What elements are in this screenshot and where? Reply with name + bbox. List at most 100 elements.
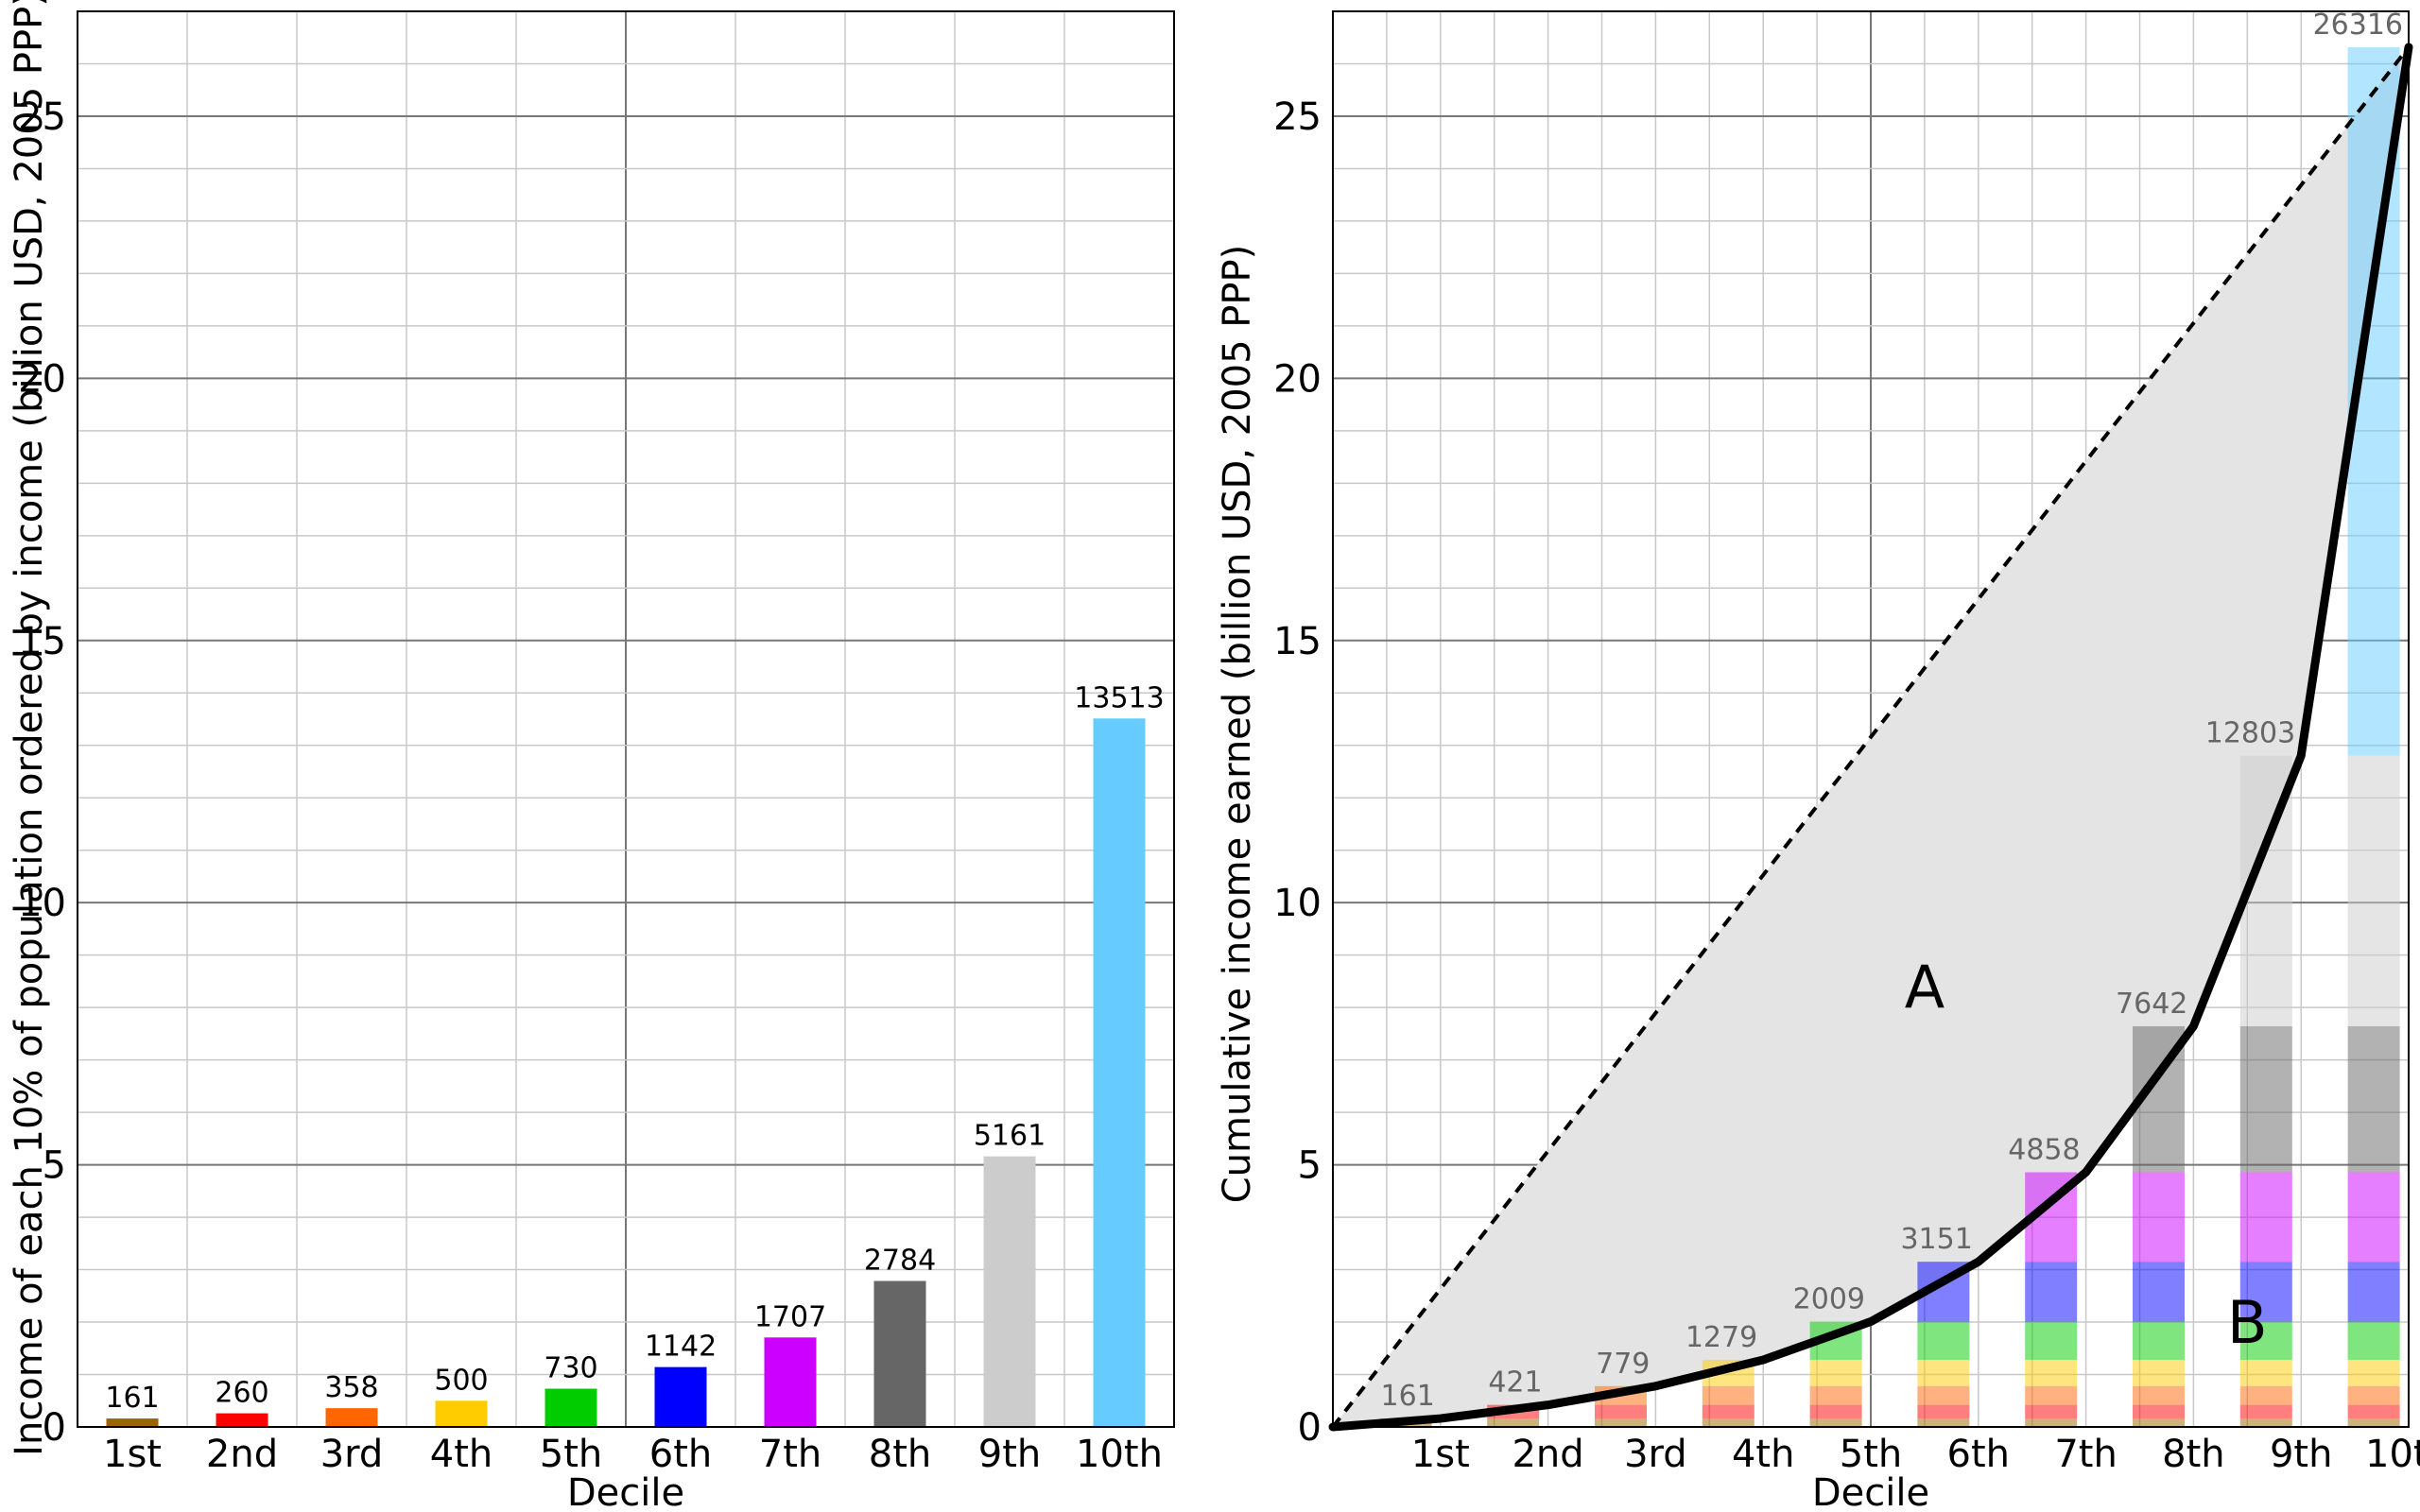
bar-value-label: 5161 bbox=[974, 1120, 1046, 1153]
region-label-b: B bbox=[2227, 1288, 2268, 1357]
x-tick-label: 4th bbox=[1732, 1433, 1794, 1476]
stack-segment-3rd bbox=[1809, 1385, 1862, 1405]
right-chart-y-axis-label: Cumulative income earned (billion USD, 2… bbox=[1216, 245, 1259, 1204]
bar-value-label: 161 bbox=[105, 1382, 159, 1415]
stack-segment-7th bbox=[2239, 1172, 2292, 1263]
bar-1st bbox=[106, 1418, 159, 1427]
bar-value-label: 730 bbox=[544, 1351, 597, 1384]
y-tick-label: 0 bbox=[43, 1406, 66, 1450]
bar-value-label: 1142 bbox=[645, 1331, 717, 1364]
right-chart-x-axis-label: Decile bbox=[1812, 1471, 1929, 1512]
stack-segment-3rd bbox=[2025, 1385, 2078, 1405]
x-tick-label: 8th bbox=[2162, 1433, 2224, 1476]
x-tick-label: 3rd bbox=[320, 1433, 384, 1476]
x-tick-label: 4th bbox=[430, 1433, 493, 1476]
y-tick-label: 15 bbox=[18, 620, 66, 663]
y-tick-label: 15 bbox=[1273, 620, 1322, 663]
stack-segment-6th bbox=[2133, 1262, 2185, 1322]
y-tick-label: 10 bbox=[18, 882, 66, 925]
cumulative-value-label: 161 bbox=[1381, 1380, 1435, 1413]
x-tick-label: 9th bbox=[978, 1433, 1041, 1476]
stack-segment-5th bbox=[1917, 1321, 1970, 1361]
stack-segment-7th bbox=[2133, 1172, 2185, 1263]
x-tick-label: 6th bbox=[649, 1433, 712, 1476]
cumulative-value-label: 26316 bbox=[2313, 9, 2403, 42]
x-tick-label: 1st bbox=[103, 1433, 162, 1476]
left-chart-bars bbox=[106, 718, 1146, 1427]
bar-2nd bbox=[216, 1413, 268, 1427]
x-tick-label: 3rd bbox=[1624, 1433, 1687, 1476]
stack-segment-1st bbox=[2347, 1418, 2400, 1427]
y-tick-label: 10 bbox=[1273, 882, 1322, 925]
stack-segment-4th bbox=[1917, 1360, 1970, 1386]
stack-segment-2nd bbox=[1702, 1404, 1754, 1419]
stack-segment-6th bbox=[2239, 1262, 2292, 1322]
stack-segment-2nd bbox=[2239, 1404, 2292, 1419]
stack-segment-1st bbox=[2133, 1418, 2185, 1427]
cumulative-value-label: 779 bbox=[1596, 1348, 1650, 1381]
right-chart-y-tick-labels: 0 5 10 15 20 25 bbox=[1273, 95, 1322, 1450]
bar-value-label: 13513 bbox=[1074, 681, 1164, 714]
x-tick-label: 7th bbox=[759, 1433, 821, 1476]
stack-segment-5th bbox=[2239, 1321, 2292, 1361]
stack-segment-1st bbox=[1702, 1418, 1754, 1427]
bar-9th bbox=[983, 1156, 1036, 1427]
cumulative-value-label: 4858 bbox=[2008, 1133, 2080, 1166]
y-tick-label: 5 bbox=[43, 1144, 66, 1188]
right-chart-frame bbox=[1332, 10, 2410, 1428]
stack-segment-6th bbox=[2347, 1262, 2400, 1322]
x-tick-label: 6th bbox=[1947, 1433, 2010, 1476]
stack-segment-7th bbox=[2347, 1172, 2400, 1263]
stack-segment-4th bbox=[2025, 1360, 2078, 1386]
stack-segment-8th bbox=[2347, 1026, 2400, 1173]
x-tick-label: 2nd bbox=[1512, 1433, 1583, 1476]
stack-segment-6th bbox=[2025, 1262, 2078, 1322]
stack-segment-2nd bbox=[1595, 1404, 1647, 1419]
cumulative-value-label: 12803 bbox=[2205, 717, 2295, 750]
stack-segment-2nd bbox=[2133, 1404, 2185, 1419]
x-tick-label: 7th bbox=[2054, 1433, 2117, 1476]
y-tick-label: 0 bbox=[1298, 1406, 1322, 1450]
left-chart-x-axis-label: Decile bbox=[567, 1471, 684, 1512]
y-tick-label: 5 bbox=[1298, 1144, 1322, 1188]
bar-4th bbox=[435, 1400, 488, 1427]
stack-segment-2nd bbox=[2347, 1404, 2400, 1419]
bar-value-label: 1707 bbox=[754, 1300, 826, 1333]
cumulative-value-label: 7642 bbox=[2116, 988, 2187, 1021]
stack-segment-3rd bbox=[1917, 1385, 1970, 1405]
stack-segment-1st bbox=[1809, 1418, 1862, 1427]
left-chart-data-labels: 161 260 358 500 730 1142 1707 2784 5161 13513 bbox=[105, 681, 1164, 1415]
stack-segment-3rd bbox=[2347, 1385, 2400, 1405]
bar-6th bbox=[654, 1366, 707, 1427]
right-chart-data-labels: 161 421 779 1279 2009 3151 4858 7642 12803 26316 bbox=[1381, 9, 2403, 1413]
stack-segment-3rd bbox=[1702, 1385, 1754, 1405]
y-tick-label: 20 bbox=[18, 357, 66, 401]
bar-value-label: 500 bbox=[434, 1364, 488, 1397]
stack-segment-2nd bbox=[1917, 1404, 1970, 1419]
x-tick-label: 10th bbox=[2365, 1433, 2420, 1476]
x-tick-label: 5th bbox=[1840, 1433, 1902, 1476]
bar-8th bbox=[873, 1280, 926, 1427]
x-tick-label: 8th bbox=[869, 1433, 931, 1476]
cumulative-value-label: 3151 bbox=[1900, 1223, 1972, 1256]
equality-line bbox=[1331, 45, 2411, 1429]
bar-3rd bbox=[325, 1408, 378, 1427]
left-chart-frame bbox=[77, 10, 1175, 1428]
bar-10th bbox=[1093, 718, 1146, 1427]
x-tick-label: 9th bbox=[2270, 1433, 2332, 1476]
stack-segment-9th bbox=[2347, 755, 2400, 1027]
y-tick-label: 25 bbox=[18, 95, 66, 139]
region-label-a: A bbox=[1905, 953, 1945, 1022]
bar-value-label: 260 bbox=[215, 1377, 268, 1410]
cumulative-value-label: 1279 bbox=[1685, 1321, 1757, 1354]
stack-segment-1st bbox=[1487, 1418, 1540, 1427]
stack-segment-5th bbox=[2025, 1321, 2078, 1361]
x-tick-label: 1st bbox=[1411, 1433, 1470, 1476]
left-chart-y-axis-label: Income of each 10% of population ordered… bbox=[8, 0, 51, 1456]
x-tick-label: 10th bbox=[1076, 1433, 1163, 1476]
stack-segment-5th bbox=[2133, 1321, 2185, 1361]
stack-segment-3rd bbox=[2133, 1385, 2185, 1405]
x-tick-label: 2nd bbox=[206, 1433, 278, 1476]
